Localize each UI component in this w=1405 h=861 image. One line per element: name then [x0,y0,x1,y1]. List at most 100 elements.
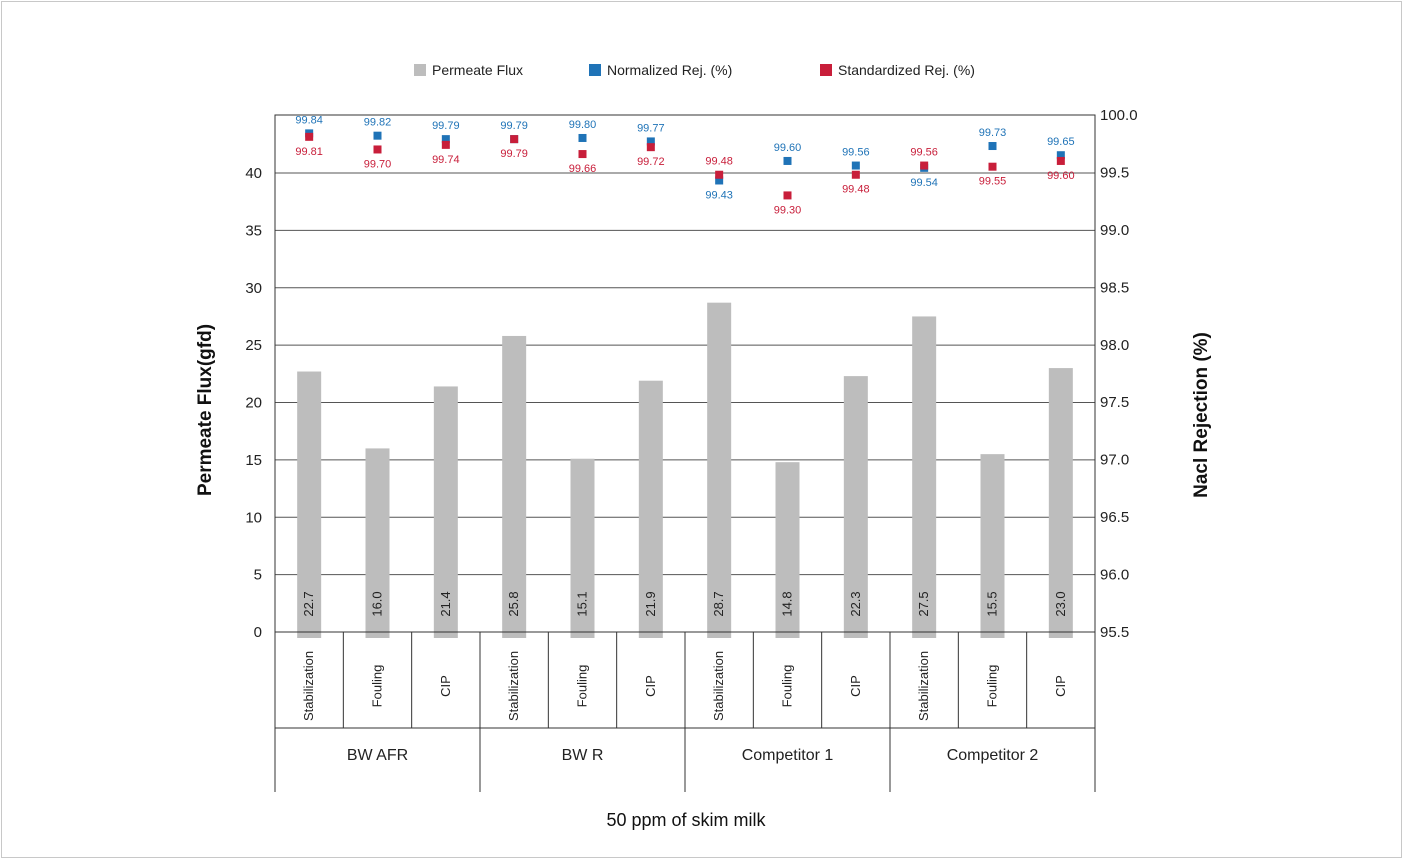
category-label-5: CIP [643,675,658,697]
normalized-value-11: 99.65 [1047,136,1075,148]
flux-bar-9 [912,316,937,638]
y-tick-10: 10 [245,509,262,526]
normalized-marker-11 [1056,151,1065,160]
category-label-10: Fouling [985,665,1000,708]
y-tick-20: 20 [245,395,262,412]
standardized-value-6: 99.48 [705,156,733,168]
legend-swatch-0 [414,64,426,76]
standardized-value-11: 99.60 [1047,170,1075,182]
normalized-marker-5 [646,137,655,146]
normalized-value-3: 99.79 [500,120,528,132]
normalized-value-8: 99.56 [842,147,870,159]
legend-label-2: Standardized Rej. (%) [838,62,975,78]
standardized-marker-9 [920,161,929,170]
y2-tick-98.0: 98.0 [1100,337,1129,354]
y2-tick-95.5: 95.5 [1100,624,1129,641]
category-label-7: Fouling [780,665,795,708]
flux-bar-label-8: 22.3 [848,591,863,616]
y2-tick-97.5: 97.5 [1100,394,1129,411]
y-tick-0: 0 [254,624,262,641]
flux-bar-label-4: 15.1 [575,591,590,616]
y2-tick-98.5: 98.5 [1100,279,1129,296]
y2-tick-99.0: 99.0 [1100,222,1129,239]
group-label-2: Competitor 1 [742,747,834,764]
standardized-marker-8 [851,170,860,179]
standardized-value-3: 99.79 [500,148,528,160]
flux-bar-label-5: 21.9 [643,591,658,616]
standardized-value-1: 99.70 [364,158,392,170]
flux-bar-0 [297,371,322,638]
y-tick-15: 15 [245,452,262,469]
standardized-marker-5 [646,143,655,152]
standardized-value-9: 99.56 [910,147,938,159]
y2-tick-100.0: 100.0 [1100,107,1138,124]
standardized-marker-6 [715,170,724,179]
flux-bar-label-3: 25.8 [506,591,521,616]
y-tick-5: 5 [254,567,262,584]
normalized-value-9: 99.54 [910,177,938,189]
axes: 0 5 10 15 20 25 30 35 40 95.5 96.0 96.5 97.0 97.5 98.0… [245,107,1137,641]
flux-bar-4 [570,458,595,638]
standardized-value-0: 99.81 [295,146,323,158]
normalized-marker-2 [441,135,450,144]
rejection-markers: 99.84 99.81 99.82 99.70 99.79 99.74 99.79 99.79… [295,114,1074,216]
normalized-value-7: 99.60 [774,142,802,154]
flux-bar-label-6: 28.7 [711,591,726,616]
normalized-marker-6 [715,176,724,185]
y-tick-40: 40 [245,165,262,182]
normalized-value-1: 99.82 [364,117,392,129]
standardized-marker-0 [305,132,314,141]
flux-bar-label-9: 27.5 [916,591,931,616]
category-table: Stabilization Fouling CIP BW AFR Stabilizati… [274,632,1096,792]
standardized-marker-1 [373,145,382,154]
flux-bar-11 [1048,368,1073,638]
standardized-value-8: 99.48 [842,184,870,196]
category-label-9: Stabilization [916,651,931,721]
normalized-value-2: 99.79 [432,120,460,132]
flux-bar-label-0: 22.7 [301,591,316,616]
standardized-marker-7 [783,191,792,200]
y2-tick-97.0: 97.0 [1100,452,1129,469]
category-label-3: Stabilization [506,651,521,721]
flux-bar-8 [843,376,868,638]
category-label-8: CIP [848,675,863,697]
flux-bar-label-7: 14.8 [780,591,795,616]
y2-tick-99.5: 99.5 [1100,164,1129,181]
category-label-0: Stabilization [301,651,316,721]
standardized-marker-11 [1056,156,1065,165]
chart-caption: 50 ppm of skim milk [606,810,766,830]
y2-tick-96.5: 96.5 [1100,509,1129,526]
y-tick-25: 25 [245,337,262,354]
flux-bar-label-11: 23.0 [1053,591,1068,616]
flux-bar-label-10: 15.5 [985,591,1000,616]
category-label-4: Fouling [575,665,590,708]
y-axis-title: Permeate Flux(gfd) [195,324,216,496]
flux-bar-6 [707,302,732,638]
flux-bar-1 [365,448,390,638]
flux-bar-5 [638,380,663,638]
y2-axis-title: Nacl Rejection (%) [1191,332,1212,498]
normalized-marker-1 [373,131,382,140]
y-tick-35: 35 [245,222,262,239]
group-label-3: Competitor 2 [947,747,1039,764]
group-label-1: BW R [562,747,604,764]
flux-bar-2 [433,386,458,638]
legend-label-0: Permeate Flux [432,62,523,78]
legend-label-1: Normalized Rej. (%) [607,62,732,78]
normalized-value-4: 99.80 [569,119,597,131]
flux-bars: 22.7 16.0 21.4 25.8 15.1 21.9 28.7 14.8 22.3 27.5… [297,302,1073,638]
normalized-marker-4 [578,133,587,142]
category-label-1: Fouling [370,665,385,708]
legend: Permeate Flux Normalized Rej. (%) Standard… [414,62,975,78]
normalized-marker-8 [851,161,860,170]
legend-swatch-1 [589,64,601,76]
group-label-0: BW AFR [347,747,408,764]
plot-area-border [274,114,1096,633]
normalized-marker-7 [783,156,792,165]
y-tick-30: 30 [245,280,262,297]
flux-bar-label-2: 21.4 [438,591,453,616]
flux-bar-label-1: 16.0 [370,591,385,616]
flux-bar-10 [980,454,1005,638]
y2-tick-96.0: 96.0 [1100,567,1129,584]
